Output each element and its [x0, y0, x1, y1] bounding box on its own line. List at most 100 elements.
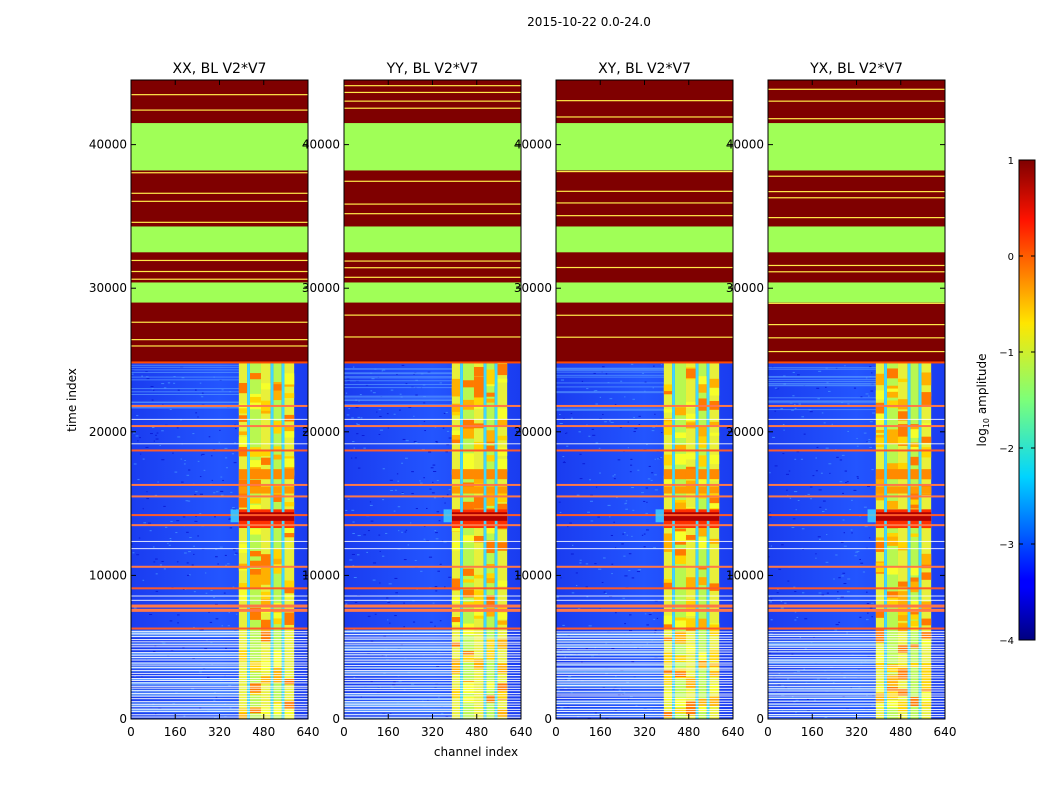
noise-speck: [186, 562, 189, 564]
noise-speck: [817, 536, 821, 538]
noise-speck: [586, 596, 589, 598]
y-tick-label: 40000: [302, 138, 340, 152]
time-streak: [344, 717, 452, 719]
noise-speck: [579, 478, 583, 480]
time-streak: [768, 693, 876, 695]
noise-speck: [231, 453, 235, 455]
noise-speck: [220, 476, 223, 478]
noise-speck: [199, 382, 202, 384]
noise-speck: [563, 461, 565, 463]
time-streak: [344, 396, 452, 398]
time-streak: [768, 674, 876, 676]
blank-row: [556, 657, 733, 659]
rfi-blob: [451, 410, 461, 416]
noise-speck: [794, 407, 797, 409]
noise-speck: [556, 655, 560, 657]
noise-speck: [356, 423, 358, 425]
rfi-blob: [685, 453, 696, 460]
noise-speck: [654, 489, 658, 491]
rfi-blob: [685, 534, 696, 540]
noise-speck: [201, 392, 204, 394]
noise-speck: [614, 474, 616, 476]
rfi-burst: [910, 469, 919, 480]
blank-row: [131, 443, 308, 445]
colorbar: −4−3−2−101 log10 amplitude: [975, 156, 1036, 647]
noise-speck: [818, 592, 822, 594]
noise-speck: [632, 398, 636, 400]
noise-speck: [635, 705, 638, 707]
time-streak: [556, 376, 664, 378]
noise-speck: [211, 664, 213, 666]
time-streak: [344, 713, 452, 715]
noise-speck: [183, 463, 186, 465]
noise-speck: [816, 446, 819, 448]
noise-speck: [401, 462, 404, 464]
noise-speck: [605, 373, 608, 375]
blank-row: [344, 667, 521, 669]
blank-row: [768, 688, 945, 690]
noise-speck: [378, 534, 381, 536]
noise-speck: [360, 696, 362, 698]
rfi-blob: [910, 580, 919, 593]
y-axis-label: time index: [65, 368, 79, 432]
noise-speck: [351, 553, 355, 555]
rfi-burst: [709, 486, 720, 494]
rfi-blob: [497, 408, 508, 420]
noise-speck: [860, 562, 864, 564]
noise-speck: [235, 552, 238, 554]
flagged-boundary-line: [556, 336, 733, 338]
rfi-blob: [273, 446, 282, 450]
time-streak: [556, 652, 664, 654]
rfi-blob: [284, 431, 295, 438]
flagged-row: [344, 425, 521, 428]
rfi-blob: [486, 638, 495, 649]
flagged-boundary-line: [344, 91, 521, 94]
rfi-blob: [897, 601, 908, 605]
blank-row: [344, 643, 521, 645]
noise-speck: [654, 458, 656, 460]
time-streak: [344, 376, 452, 378]
noise-speck: [601, 581, 604, 583]
noise-speck: [133, 607, 137, 609]
noise-speck: [845, 482, 847, 484]
flagged-edge: [556, 361, 733, 364]
noise-speck: [784, 687, 788, 689]
time-streak: [768, 670, 876, 672]
noise-speck: [818, 370, 822, 372]
rfi-blob: [451, 435, 461, 440]
noise-speck: [803, 433, 806, 435]
y-tick-label: 40000: [89, 138, 127, 152]
noise-speck: [176, 614, 180, 616]
noise-speck: [224, 447, 228, 449]
rfi-blob: [486, 492, 495, 503]
rfi-blob: [921, 671, 932, 679]
noise-speck: [624, 396, 626, 398]
x-tick-label: 0: [340, 725, 348, 739]
noise-speck: [379, 550, 381, 552]
rfi-blob: [886, 536, 898, 540]
noise-speck: [786, 678, 790, 680]
noise-speck: [405, 383, 408, 385]
noise-speck: [867, 612, 869, 614]
rfi-blob: [698, 540, 707, 549]
noise-speck: [133, 463, 137, 465]
noise-speck: [819, 506, 822, 508]
noise-speck: [434, 625, 436, 627]
noise-speck: [201, 453, 205, 455]
noise-speck: [197, 416, 199, 418]
noise-speck: [346, 414, 350, 416]
noise-speck: [215, 548, 218, 550]
rfi-blob: [497, 447, 508, 456]
noise-speck: [398, 530, 400, 532]
flagged-boundary-line: [768, 271, 945, 273]
noise-speck: [579, 453, 582, 455]
blank-row: [131, 701, 308, 703]
rfi-blob: [698, 618, 707, 630]
noise-speck: [148, 522, 152, 524]
rfi-blob: [663, 409, 673, 413]
heatmap-image: [768, 80, 945, 719]
noise-speck: [376, 411, 378, 413]
noise-speck: [448, 576, 452, 578]
gap-region: [344, 226, 521, 253]
noise-speck: [611, 573, 613, 575]
